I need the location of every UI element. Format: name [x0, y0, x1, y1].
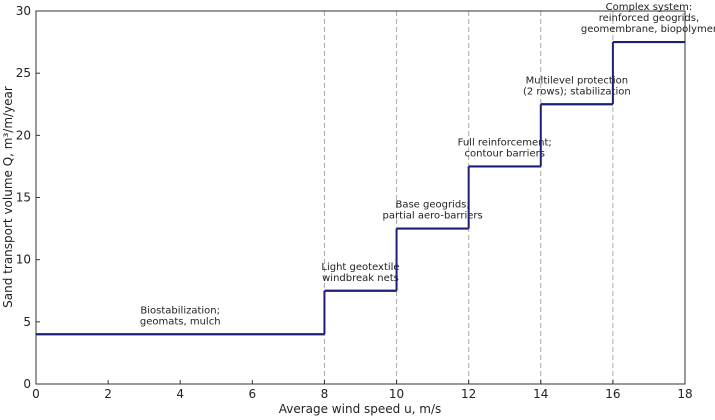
annotation: Biostabilization;	[140, 305, 220, 316]
x-tick-label: 6	[249, 387, 257, 401]
y-tick-label: 25	[16, 66, 31, 80]
y-tick-label: 15	[16, 191, 31, 205]
y-axis-label: Sand transport volume Q, m³/m/year	[1, 86, 15, 308]
x-tick-label: 12	[461, 387, 476, 401]
x-tick-label: 4	[176, 387, 184, 401]
annotation: Base geogrids;	[395, 200, 469, 211]
annotation: geomats, mulch	[140, 316, 221, 327]
annotation: windbreak nets	[322, 273, 399, 284]
annotation: Complex system:	[606, 2, 693, 13]
y-tick-label: 5	[23, 315, 31, 329]
y-tick-label: 20	[16, 128, 31, 142]
annotation: reinforced geogrids,	[599, 13, 699, 24]
x-axis-label: Average wind speed u, m/s	[279, 402, 442, 416]
x-tick-label: 0	[32, 387, 40, 401]
annotation: (2 rows); stabilization	[523, 86, 631, 97]
plot-frame	[35, 10, 686, 385]
annotation: partial aero-barriers	[382, 211, 482, 222]
x-tick-label: 18	[677, 387, 692, 401]
x-tick-label: 14	[533, 387, 548, 401]
x-tick-label: 10	[389, 387, 404, 401]
annotation: contour barriers	[465, 148, 545, 159]
annotation: Full reinforcement;	[458, 137, 552, 148]
x-tick-label: 16	[605, 387, 620, 401]
annotation: Multilevel protection	[526, 75, 629, 86]
y-tick-label: 0	[23, 377, 31, 391]
annotation: geomembrane, biopolymer	[581, 24, 715, 35]
y-tick-label: 30	[16, 4, 31, 18]
y-tick-label: 10	[16, 253, 31, 267]
annotation: Light geotextile	[321, 262, 399, 273]
x-tick-label: 8	[321, 387, 329, 401]
x-tick-label: 2	[104, 387, 112, 401]
